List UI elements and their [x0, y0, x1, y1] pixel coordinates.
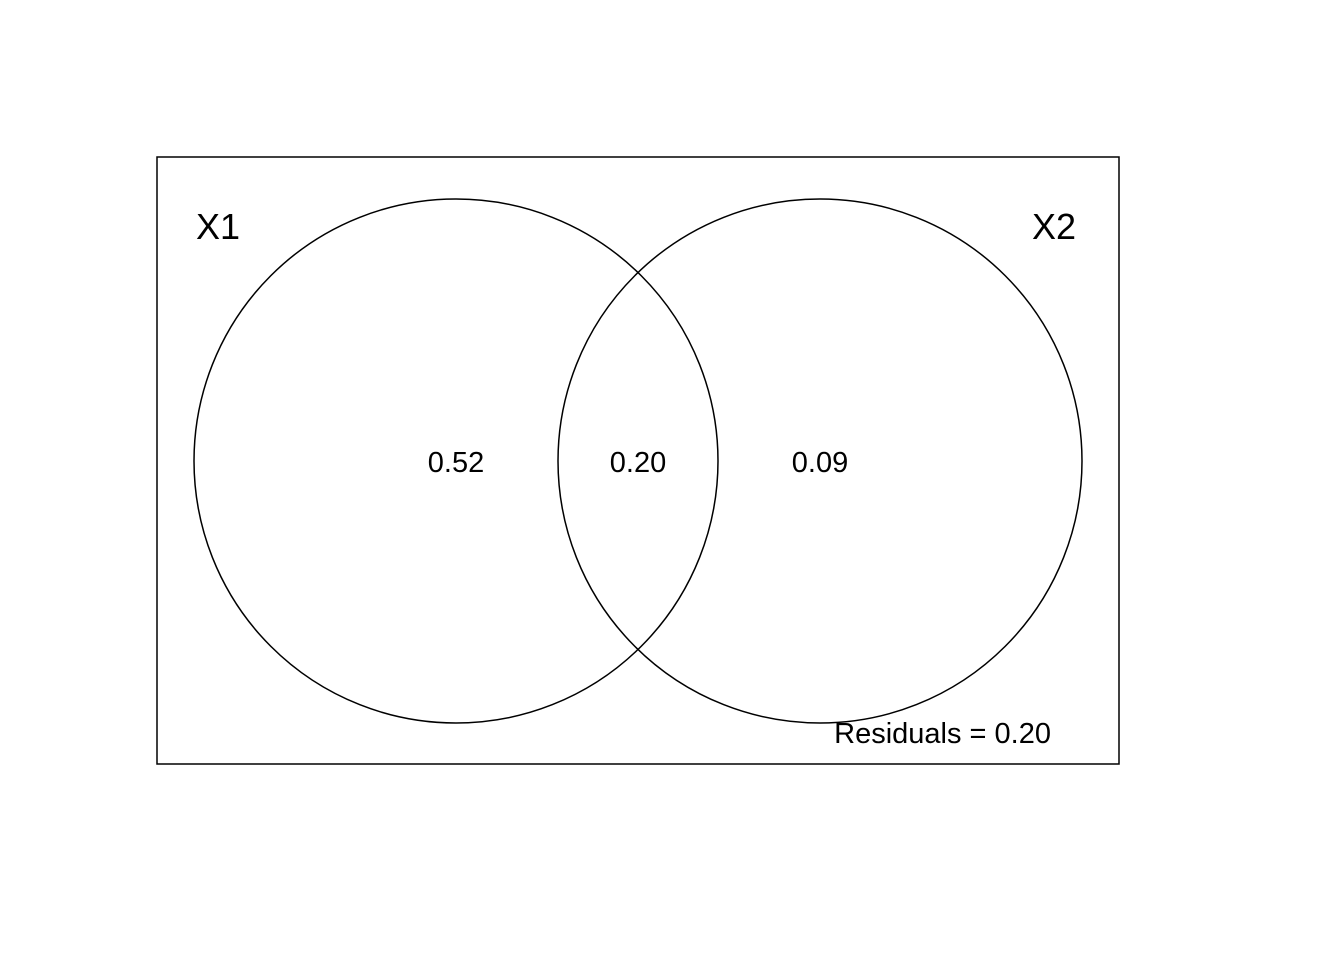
set-x1-circle — [193, 198, 719, 724]
set-x2-circle — [557, 198, 1083, 724]
residuals-label: Residuals = 0.20 — [834, 718, 1051, 750]
set-x1-label: X1 — [196, 206, 240, 247]
x1-only-value: 0.52 — [428, 447, 484, 479]
set-x2-label: X2 — [1032, 206, 1076, 247]
x2-only-value: 0.09 — [792, 447, 848, 479]
diagram-frame — [156, 156, 1120, 765]
overlap-value: 0.20 — [610, 447, 666, 479]
